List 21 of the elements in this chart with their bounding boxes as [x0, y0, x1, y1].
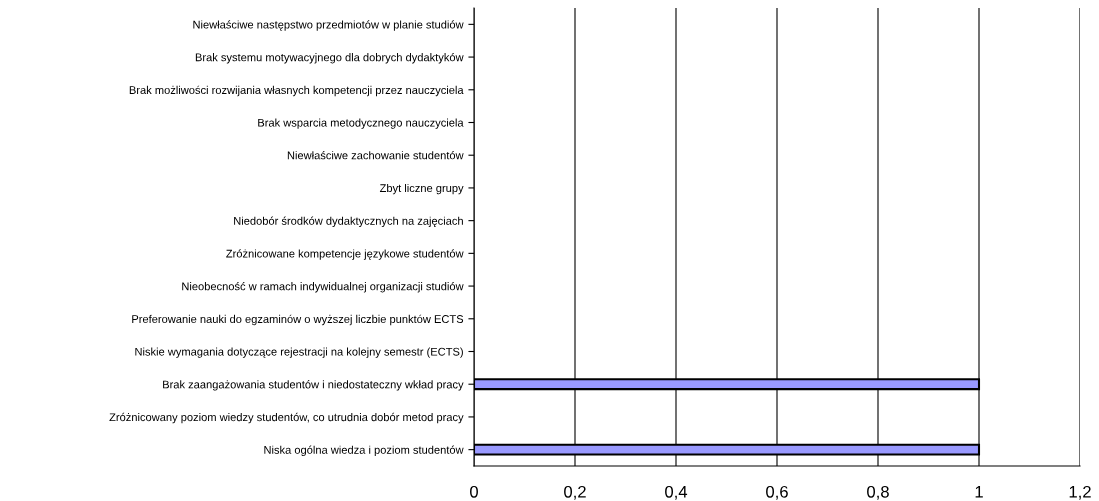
x-tick-label: 0,4	[665, 485, 688, 500]
y-tick-label: Zróżnicowany poziom wiedzy studentów, co utrudnia dobór metod pracy	[109, 412, 464, 424]
y-tick-label: Niedobór środków dydaktycznych na zajęciach	[234, 216, 463, 228]
y-tick-label: Zbyt liczne grupy	[379, 183, 464, 195]
y-tick-label: Niska ogólna wiedza i poziom studentów	[264, 445, 464, 457]
y-tick-label: Niewłaściwe zachowanie studentów	[287, 151, 464, 160]
y-tick-label: Brak systemu motywacyjnego dla dobrych dydaktyków	[195, 52, 464, 64]
y-tick-label: Brak możliwości rozwijania własnych kompetencji przez nauczyciela	[129, 85, 464, 97]
y-tick-label: Niskie wymagania dotyczące rejestracji na kolejny semestr (ECTS)	[135, 347, 463, 358]
x-tick-label: 0	[470, 485, 478, 498]
x-tick-label: 1,2	[1069, 485, 1091, 500]
x-tick-label: 0,8	[867, 485, 889, 500]
x-tick-label: 0,2	[564, 485, 586, 500]
y-tick-label: Brak zaangażowania studentów i niedostateczny wkład pracy	[163, 380, 464, 391]
y-tick-label: Preferowanie nauki do egzaminów o wyższej liczbie punktów ECTS	[132, 314, 464, 326]
y-tick-label: Niewłaściwe następstwo przedmiotów w planie studiów	[193, 20, 464, 31]
x-tick-label: 1	[975, 486, 983, 498]
y-tick-label: Zróżnicowane kompetencje językowe studentów	[226, 249, 464, 260]
y-tick-label: Nieobecność w ramach indywidualnej organizacji studiów	[182, 281, 464, 293]
y-tick-label: Brak wsparcia metodycznego nauczyciela	[258, 118, 464, 129]
x-tick-label: 0,6	[766, 485, 788, 500]
